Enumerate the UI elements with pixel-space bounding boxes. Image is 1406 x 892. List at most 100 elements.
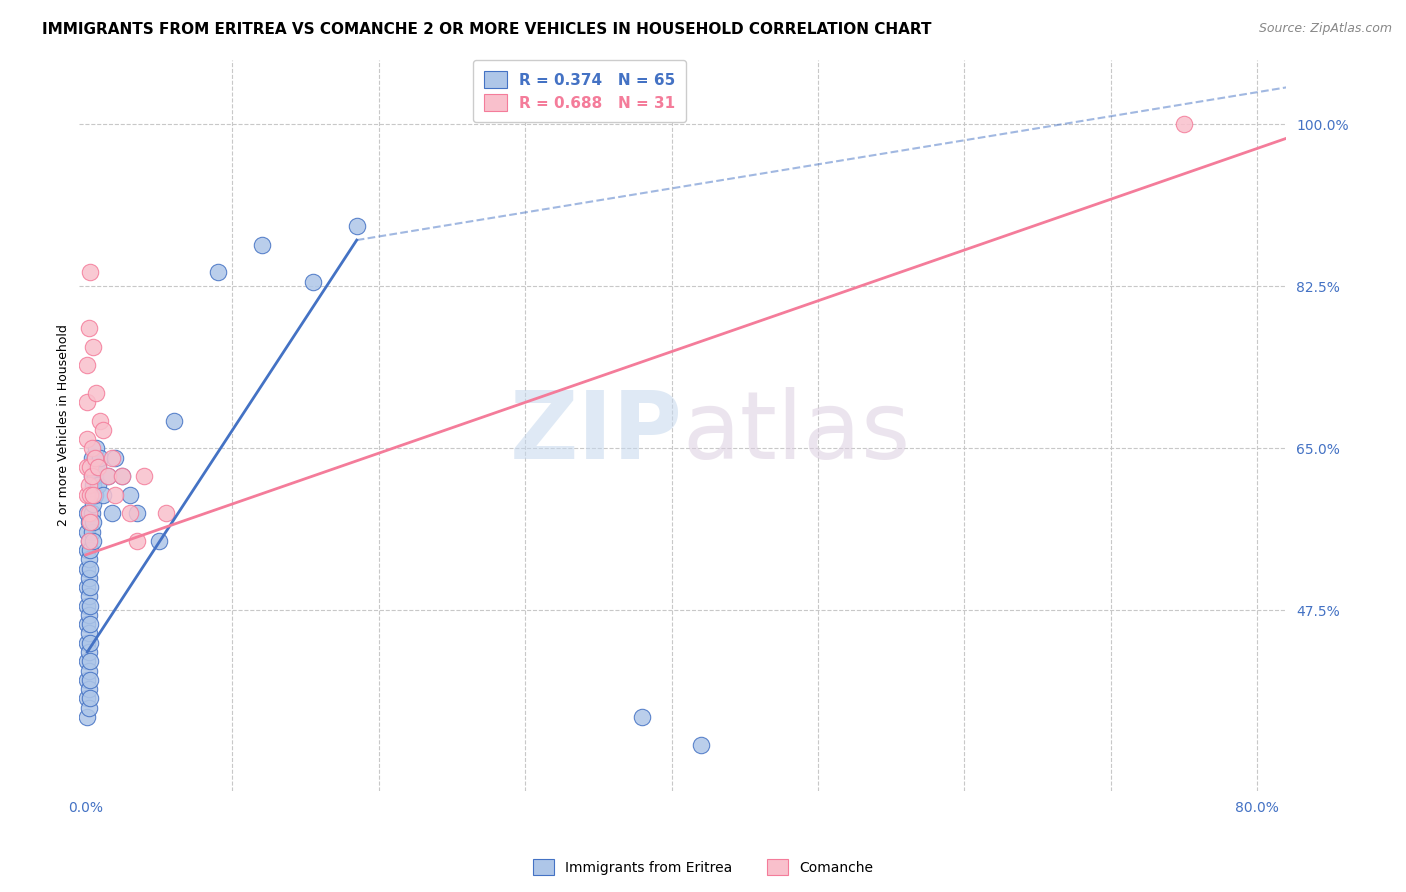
Legend: R = 0.374   N = 65, R = 0.688   N = 31: R = 0.374 N = 65, R = 0.688 N = 31 <box>474 60 686 122</box>
Point <box>76 710 98 724</box>
Point <box>93 423 115 437</box>
Point <box>118 506 141 520</box>
Point <box>163 414 186 428</box>
Point <box>86 459 108 474</box>
Point <box>77 664 100 678</box>
Point <box>77 552 100 566</box>
Point <box>76 580 98 594</box>
Point <box>77 533 100 548</box>
Point <box>125 533 148 548</box>
Point <box>89 450 111 465</box>
Point <box>79 562 101 576</box>
Point <box>89 414 111 428</box>
Point <box>84 385 107 400</box>
Point <box>134 469 156 483</box>
Point <box>83 450 105 465</box>
Point <box>83 450 105 465</box>
Text: IMMIGRANTS FROM ERITREA VS COMANCHE 2 OR MORE VEHICLES IN HOUSEHOLD CORRELATION : IMMIGRANTS FROM ERITREA VS COMANCHE 2 OR… <box>42 22 932 37</box>
Point <box>79 599 101 613</box>
Point <box>76 599 98 613</box>
Point <box>86 478 108 492</box>
Point <box>111 469 134 483</box>
Point <box>80 469 103 483</box>
Point <box>76 617 98 632</box>
Point <box>79 691 101 706</box>
Point <box>76 506 98 520</box>
Point <box>76 543 98 558</box>
Point <box>80 488 103 502</box>
Point <box>84 459 107 474</box>
Point <box>104 488 127 502</box>
Point <box>82 516 104 530</box>
Point <box>250 237 273 252</box>
Point <box>79 459 101 474</box>
Point <box>77 506 100 520</box>
Point <box>76 654 98 668</box>
Point <box>1173 117 1195 131</box>
Point <box>83 469 105 483</box>
Point <box>77 626 100 640</box>
Text: ZIP: ZIP <box>509 386 682 478</box>
Point <box>101 506 124 520</box>
Point <box>76 432 98 446</box>
Point <box>76 459 98 474</box>
Point <box>82 488 104 502</box>
Point <box>101 450 124 465</box>
Point <box>77 645 100 659</box>
Point <box>77 533 100 548</box>
Point <box>76 673 98 687</box>
Point <box>125 506 148 520</box>
Point <box>83 488 105 502</box>
Point <box>155 506 177 520</box>
Point <box>77 478 100 492</box>
Point <box>111 469 134 483</box>
Point <box>77 700 100 714</box>
Point <box>104 450 127 465</box>
Point <box>301 275 323 289</box>
Point <box>86 459 108 474</box>
Point <box>76 395 98 409</box>
Point <box>79 580 101 594</box>
Point <box>76 562 98 576</box>
Point <box>79 516 101 530</box>
Point <box>79 636 101 650</box>
Point <box>631 710 654 724</box>
Point <box>80 450 103 465</box>
Legend: Immigrants from Eritrea, Comanche: Immigrants from Eritrea, Comanche <box>527 854 879 880</box>
Text: atlas: atlas <box>682 386 911 478</box>
Point <box>79 488 101 502</box>
Point <box>77 681 100 696</box>
Point <box>76 358 98 372</box>
Point <box>76 524 98 539</box>
Point <box>346 219 368 234</box>
Point <box>79 654 101 668</box>
Point <box>79 265 101 279</box>
Point <box>93 488 115 502</box>
Point <box>80 524 103 539</box>
Point <box>118 488 141 502</box>
Point <box>80 469 103 483</box>
Point <box>148 533 170 548</box>
Point <box>82 339 104 353</box>
Point <box>79 543 101 558</box>
Point <box>77 590 100 604</box>
Point <box>689 738 711 752</box>
Point <box>77 516 100 530</box>
Point <box>76 636 98 650</box>
Point <box>80 506 103 520</box>
Point <box>77 607 100 622</box>
Point <box>80 442 103 456</box>
Point <box>82 533 104 548</box>
Point <box>79 617 101 632</box>
Point <box>84 442 107 456</box>
Point <box>76 691 98 706</box>
Point <box>97 469 120 483</box>
Point <box>79 673 101 687</box>
Point <box>97 469 120 483</box>
Point <box>76 488 98 502</box>
Point <box>77 321 100 335</box>
Point <box>82 478 104 492</box>
Y-axis label: 2 or more Vehicles in Household: 2 or more Vehicles in Household <box>58 325 70 526</box>
Text: Source: ZipAtlas.com: Source: ZipAtlas.com <box>1258 22 1392 36</box>
Point <box>207 265 229 279</box>
